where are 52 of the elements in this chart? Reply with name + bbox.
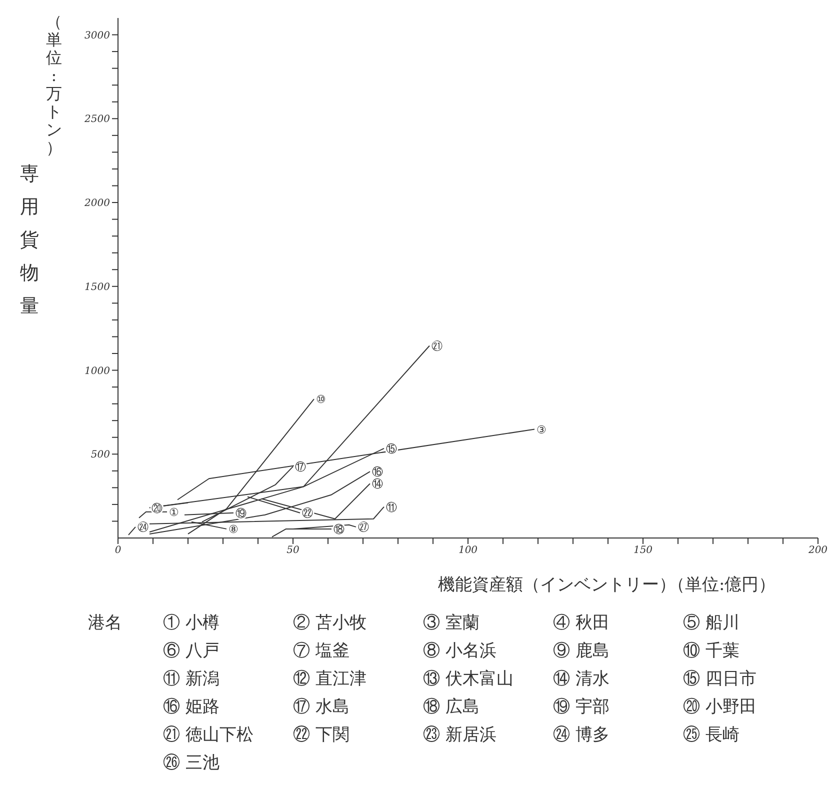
text: ㉔ 博多	[553, 724, 610, 746]
text: ⑪ 新潟	[163, 668, 220, 690]
text: ⑳ 小野田	[683, 696, 758, 718]
text: （単位:万トン）	[45, 12, 63, 157]
y-tick-label: 2500	[84, 114, 111, 126]
text: ⑯ 姫路	[163, 696, 220, 718]
text: ④ 秋田	[553, 612, 610, 634]
series-label: ①	[169, 506, 179, 519]
series-label: ⑲	[236, 506, 246, 520]
text: ⑱ 広島	[423, 696, 480, 718]
series-label: ⑧	[228, 522, 238, 536]
x-tick-label: 150	[633, 545, 654, 556]
series-label: ⑩	[316, 393, 326, 406]
y-tick-label: 1500	[84, 282, 111, 293]
x-tick-label: 200	[807, 545, 828, 556]
text: ㉓ 新居浜	[423, 724, 498, 746]
text: ③ 室蘭	[423, 612, 480, 634]
text: ㉕ 長崎	[683, 724, 740, 746]
series-label: ⑭	[372, 478, 383, 491]
y-tick-label: 1000	[84, 366, 111, 377]
text: ⑩ 千葉	[683, 640, 740, 662]
series-label: ③	[536, 423, 546, 436]
text: ⑬ 伏木富山	[423, 668, 514, 690]
x-tick-label: 50	[286, 545, 300, 556]
x-tick-label: 0	[114, 545, 122, 556]
series-label: ⑱	[334, 522, 344, 536]
text: ⑫ 直江津	[293, 668, 368, 690]
text: ⑮ 四日市	[683, 668, 758, 690]
series-label: ㉗	[358, 520, 369, 534]
y-tick-label: 500	[90, 450, 111, 461]
series-label: ㉑	[432, 340, 442, 353]
text: ⑦ 塩釜	[293, 640, 350, 662]
text: ① 小樽	[163, 612, 220, 634]
text: ⑥ 八戸	[163, 640, 220, 662]
text: ㉒ 下関	[293, 724, 350, 746]
text: 港名	[88, 612, 122, 634]
text: ⑤ 船川	[683, 612, 740, 634]
text: ② 苫小牧	[293, 612, 368, 634]
series-label: ⑪	[386, 500, 397, 514]
text: ⑭ 清水	[553, 668, 610, 690]
text: ⑲ 宇部	[553, 696, 610, 718]
series-label: ㉔	[138, 520, 148, 534]
text: ⑨ 鹿島	[553, 640, 610, 662]
text: ㉖ 三池	[163, 752, 220, 774]
text: ⑧ 小名浜	[423, 640, 498, 662]
y-tick-label: 3000	[84, 30, 111, 42]
series-label: ⑯	[372, 466, 383, 479]
text: ⑰ 水島	[293, 696, 350, 718]
y-tick-label: 2000	[84, 198, 111, 210]
y-axis-title: 専用貨物量	[19, 162, 40, 319]
text: ㉑ 徳山下松	[163, 724, 254, 746]
x-tick-label: 100	[458, 545, 478, 556]
